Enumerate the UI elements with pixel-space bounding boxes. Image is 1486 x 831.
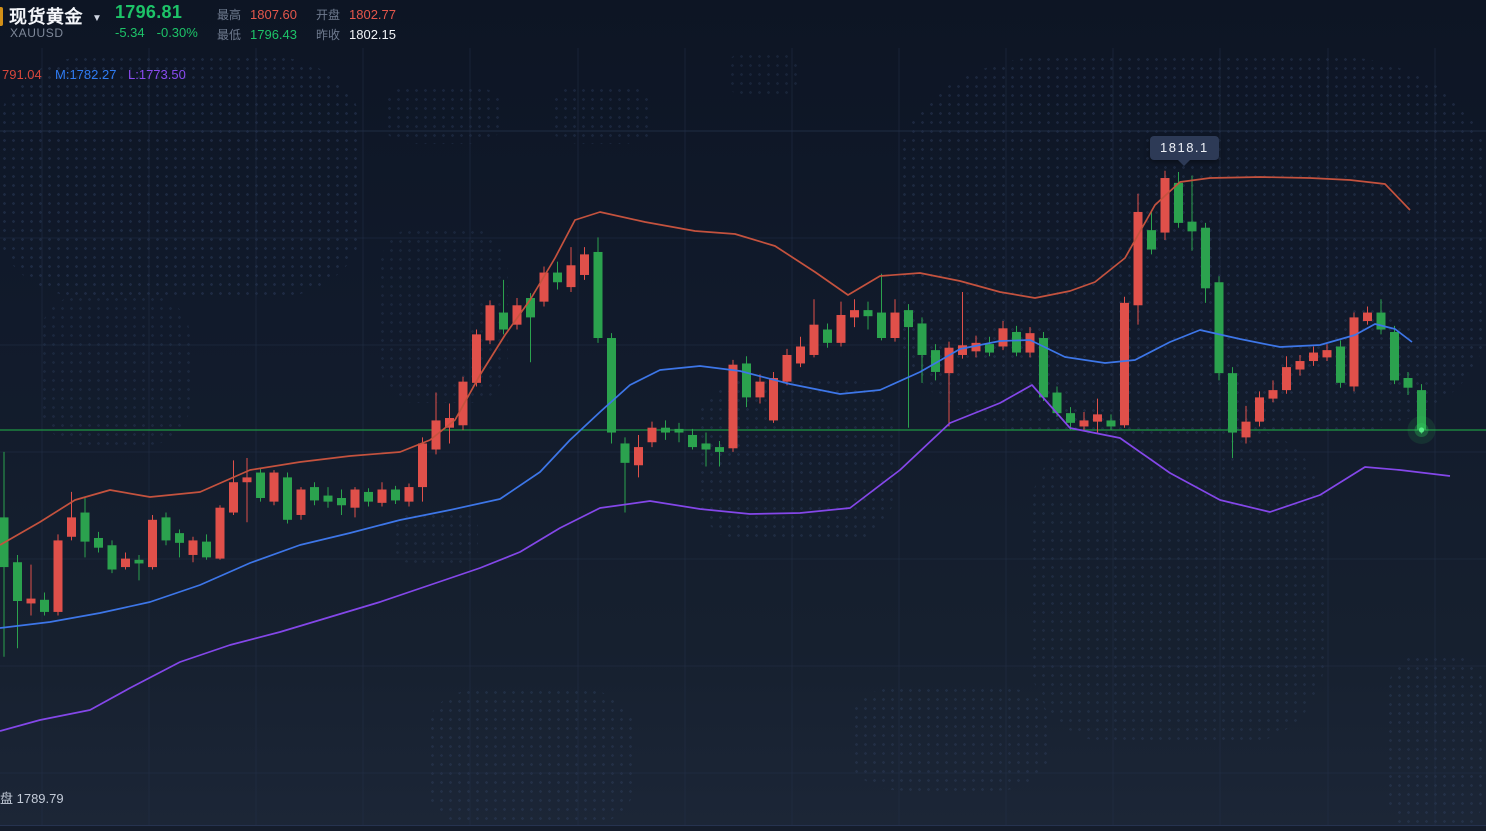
stat-low-label: 最低 bbox=[217, 28, 242, 42]
high-price-tooltip: 1818.1 bbox=[1150, 136, 1219, 166]
world-map-dots bbox=[428, 688, 633, 828]
stats-open-prevclose: 开盘 1802.77 昨收 1802.15 bbox=[316, 5, 396, 45]
symbol-name: 现货黄金 bbox=[9, 7, 83, 27]
stat-high-label: 最高 bbox=[217, 8, 242, 22]
crosshair-ohlc-readout: 盘 1789.79 高 1791.25 低 1786.31 盘 1787.66 bbox=[0, 750, 64, 831]
bottom-scrollbar[interactable] bbox=[0, 825, 1486, 831]
world-map-dots bbox=[393, 512, 478, 564]
stat-prevclose-label: 昨收 bbox=[316, 28, 341, 42]
stats-high-low: 最高 1807.60 最低 1796.43 bbox=[217, 5, 297, 45]
symbol-code: XAUUSD bbox=[10, 26, 64, 40]
boll-middle-value: M:1782.27 bbox=[55, 67, 117, 82]
stat-open-value: 1802.77 bbox=[349, 7, 397, 22]
high-price-tooltip-value: 1818.1 bbox=[1160, 140, 1209, 155]
symbol-selector[interactable]: 现货黄金 ▼ bbox=[9, 3, 102, 29]
world-map-dots bbox=[1030, 428, 1325, 743]
stat-open-label: 开盘 bbox=[316, 8, 341, 22]
price-change: -5.34 bbox=[115, 25, 145, 40]
gridlines bbox=[0, 48, 1486, 827]
boll-upper-value: 791.04 bbox=[2, 67, 42, 82]
price-change-pct: -0.30% bbox=[156, 25, 198, 40]
symbol-logo bbox=[0, 7, 3, 26]
header: 现货黄金 ▼ XAUUSD 1796.81 -5.34 -0.30% 最高 1807.… bbox=[0, 0, 1486, 48]
world-map-dots bbox=[1386, 655, 1486, 831]
candles bbox=[0, 170, 1426, 657]
band-upper bbox=[0, 176, 1411, 546]
world-map-dots bbox=[385, 86, 500, 144]
last-price: 1796.81 bbox=[115, 2, 183, 22]
band-middle bbox=[0, 323, 1413, 629]
stat-high-value: 1807.60 bbox=[250, 7, 298, 22]
chevron-down-icon[interactable]: ▼ bbox=[92, 13, 103, 24]
price-change-row: -5.34 -0.30% bbox=[115, 25, 210, 40]
world-map-dots bbox=[0, 55, 360, 300]
boll-lower-value: L:1773.50 bbox=[128, 67, 186, 82]
stat-prevclose-value: 1802.15 bbox=[349, 27, 397, 42]
ohlc-open: 盘 1789.79 bbox=[0, 790, 64, 806]
price-glow-dot bbox=[1407, 416, 1436, 444]
world-map-dots bbox=[728, 52, 798, 96]
world-map-dots bbox=[552, 86, 652, 144]
band-lower bbox=[0, 384, 1451, 732]
stat-low-value: 1796.43 bbox=[250, 27, 298, 42]
world-map-dots bbox=[40, 295, 190, 445]
